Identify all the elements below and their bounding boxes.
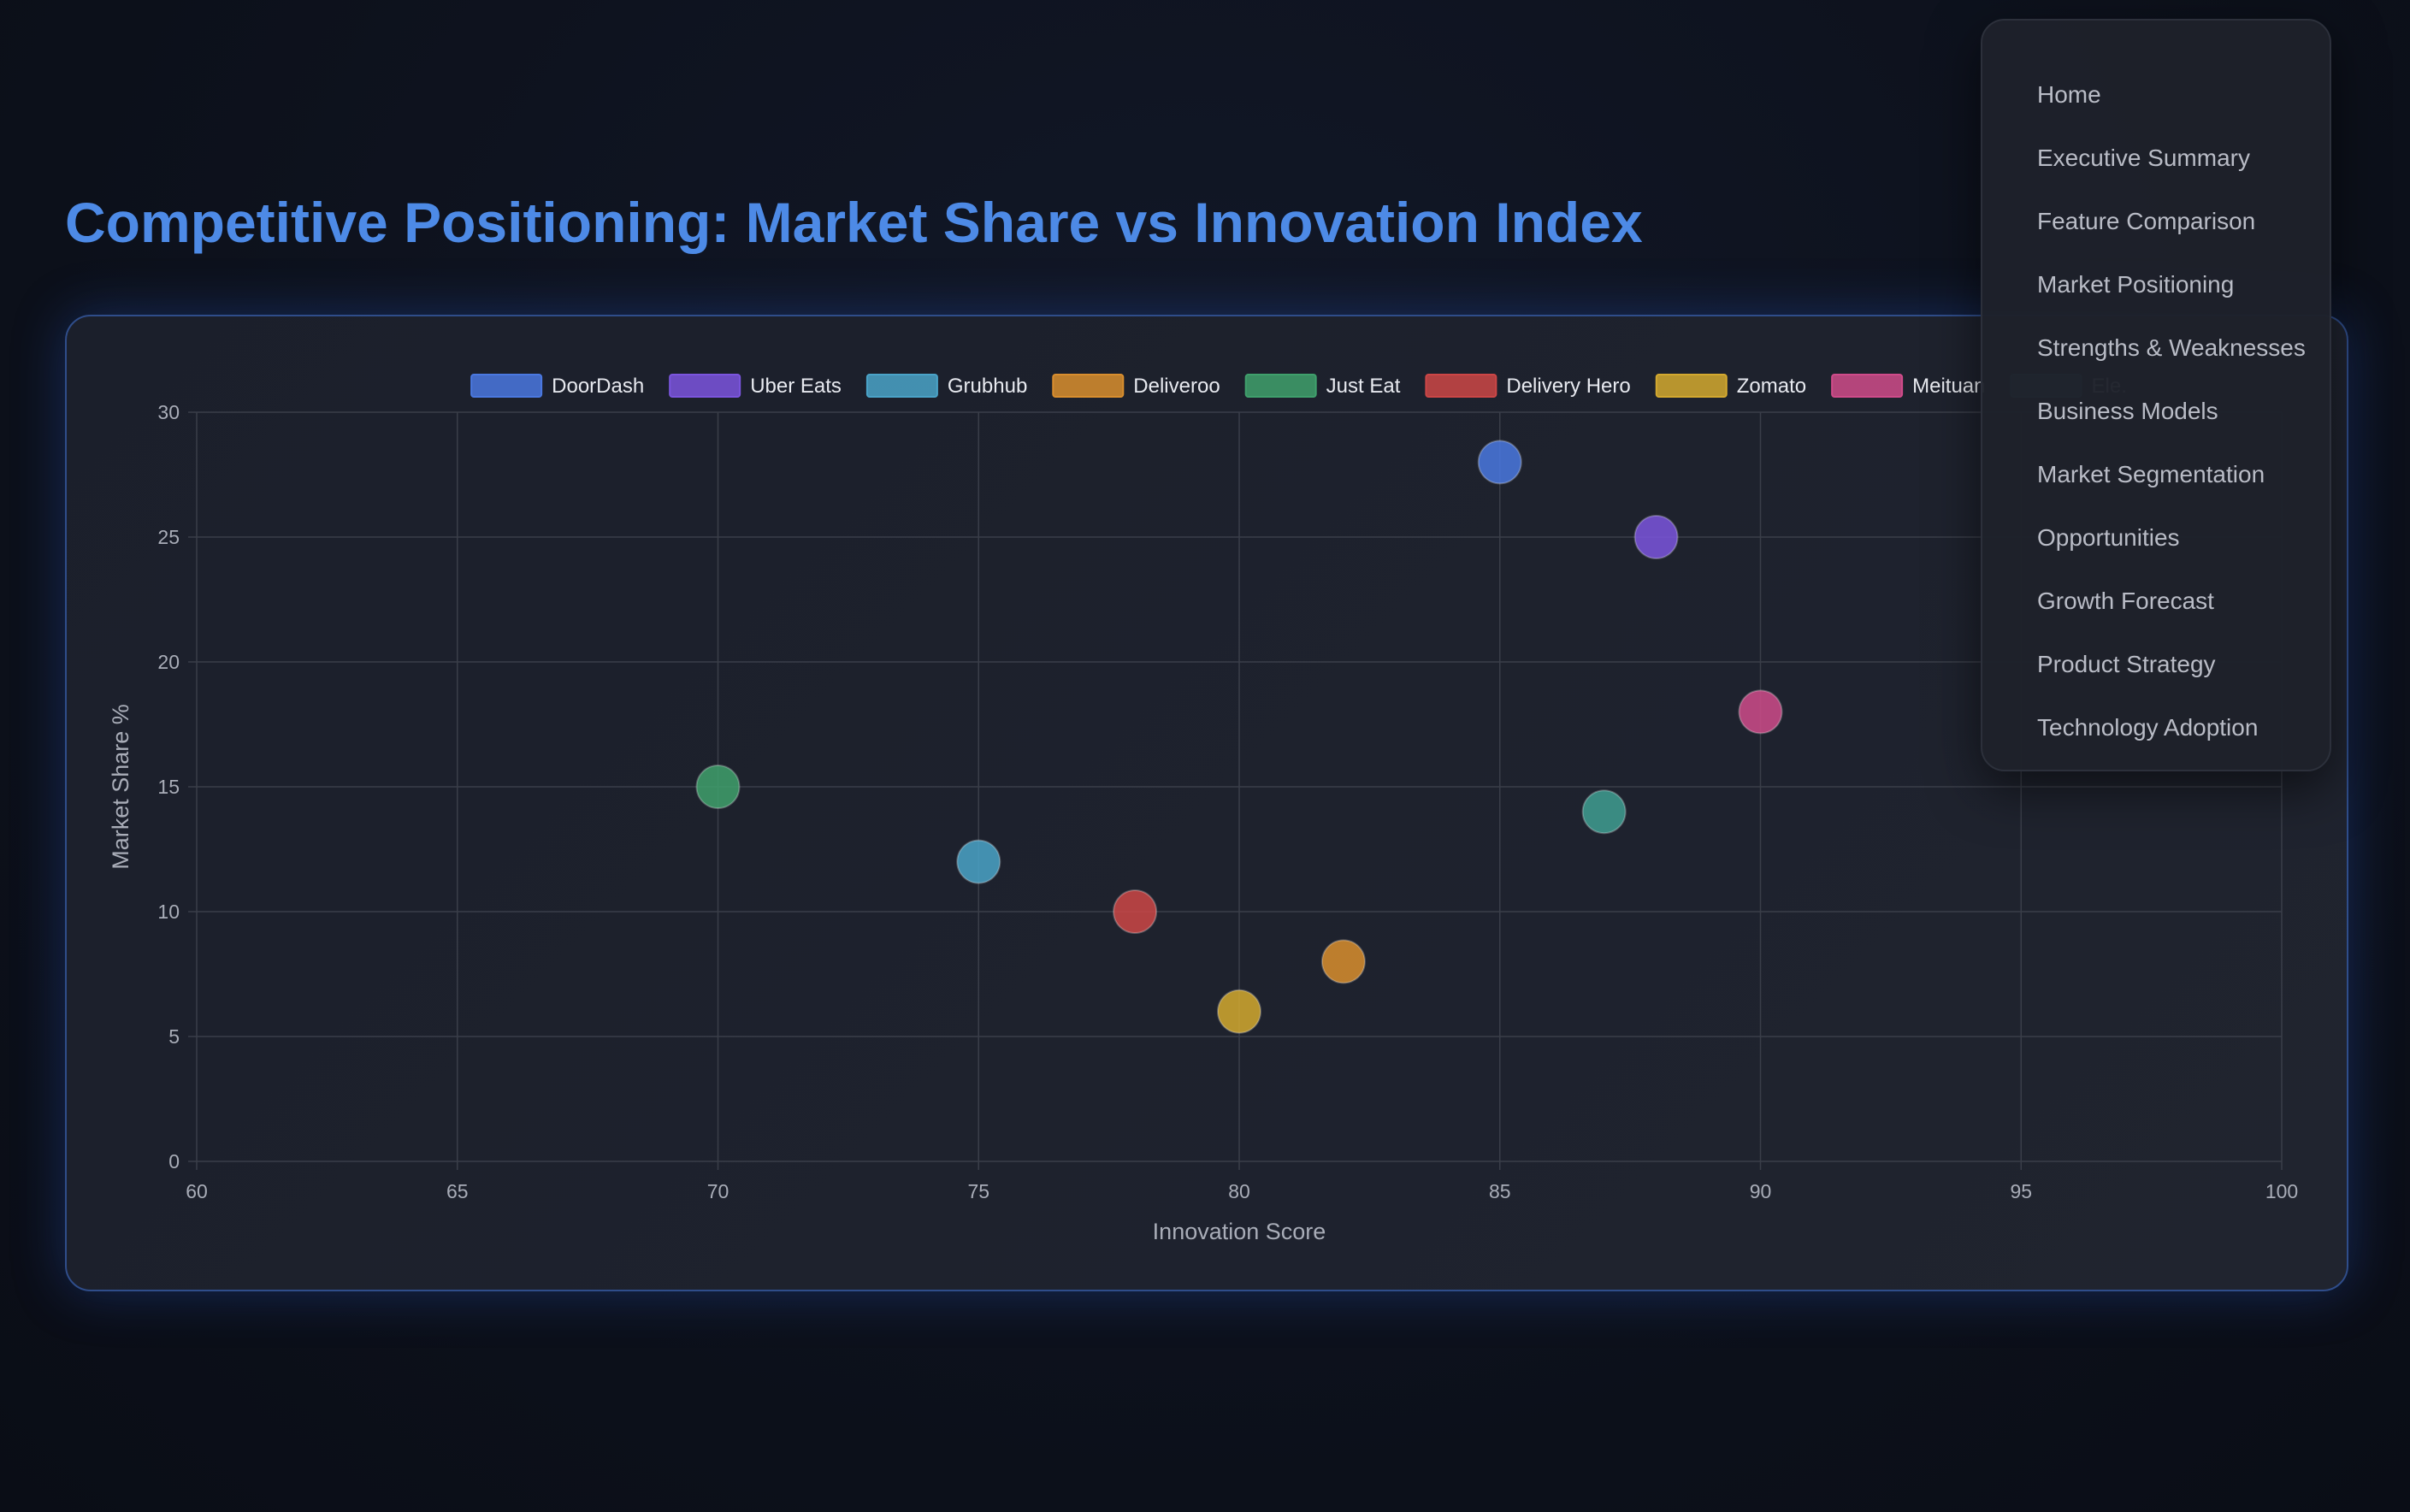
y-axis-title: Market Share % — [108, 704, 133, 870]
nav-item-opportunities[interactable]: Opportunities — [2037, 524, 2180, 551]
data-point[interactable] — [1217, 989, 1261, 1034]
data-point[interactable] — [956, 839, 1001, 884]
x-tick-label: 85 — [1489, 1180, 1511, 1202]
data-point[interactable] — [1113, 889, 1158, 934]
nav-item-product-strategy[interactable]: Product Strategy — [2037, 651, 2216, 677]
legend-label[interactable]: Grubhub — [948, 375, 1027, 398]
legend-swatch[interactable] — [1244, 374, 1317, 398]
legend-swatch[interactable] — [1831, 374, 1904, 398]
x-tick-label: 90 — [1750, 1180, 1772, 1202]
x-tick-label: 65 — [446, 1180, 469, 1202]
page-title: Competitive Positioning: Market Share vs… — [65, 191, 1643, 254]
data-point[interactable] — [1581, 789, 1627, 835]
legend-swatch[interactable] — [470, 374, 543, 398]
y-tick-label: 10 — [157, 901, 180, 923]
nav-item-feature-comparison[interactable]: Feature Comparison — [2037, 208, 2256, 234]
chart-card: 60 65 70 75 80 85 90 95 100 0 5 10 15 20 25 30 Innovatio… — [65, 315, 2348, 1291]
nav-item-growth-forecast[interactable]: Growth Forecast — [2037, 588, 2214, 614]
x-tick-label: 95 — [2010, 1180, 2032, 1202]
x-tick-label: 70 — [707, 1180, 729, 1202]
legend-label[interactable]: Uber Eats — [750, 375, 842, 398]
legend-swatch[interactable] — [1655, 374, 1728, 398]
data-point[interactable] — [1633, 515, 1679, 559]
x-tick-label: 80 — [1228, 1180, 1250, 1202]
nav-item-business-models[interactable]: Business Models — [2037, 398, 2218, 424]
legend-label[interactable]: Delivery Hero — [1506, 375, 1630, 398]
data-point[interactable] — [1738, 689, 1783, 735]
legend-swatch[interactable] — [865, 374, 938, 398]
data-point[interactable] — [1320, 939, 1366, 984]
y-tick-label: 0 — [168, 1150, 180, 1172]
legend-label[interactable]: Zomato — [1737, 375, 1806, 398]
nav-menu: Home Executive Summary Feature Compariso… — [1981, 19, 2331, 771]
legend-label[interactable]: DoorDash — [552, 375, 644, 398]
y-tick-label: 25 — [157, 526, 180, 548]
x-tick-label: 60 — [186, 1180, 208, 1202]
nav-item-executive-summary[interactable]: Executive Summary — [2037, 145, 2250, 171]
legend-swatch[interactable] — [1425, 374, 1497, 398]
y-tick-label: 30 — [157, 401, 180, 423]
x-axis-title: Innovation Score — [1153, 1219, 1326, 1244]
nav-item-technology-adoption[interactable]: Technology Adoption — [2037, 714, 2259, 741]
data-point[interactable] — [1477, 440, 1522, 485]
legend-label[interactable]: Deliveroo — [1133, 375, 1220, 398]
y-tick-label: 15 — [157, 776, 180, 798]
nav-item-market-positioning[interactable]: Market Positioning — [2037, 271, 2235, 298]
y-tick-label: 20 — [157, 651, 180, 673]
legend-label[interactable]: Just Eat — [1326, 375, 1401, 398]
x-tick-label: 100 — [2265, 1180, 2298, 1202]
nav-item-strengths-weaknesses[interactable]: Strengths & Weaknesses — [2037, 334, 2306, 361]
legend-swatch[interactable] — [1052, 374, 1125, 398]
legend-label[interactable]: Meituan — [1912, 375, 1985, 398]
data-point[interactable] — [695, 765, 741, 809]
x-tick-label: 75 — [967, 1180, 989, 1202]
nav-item-market-segmentation[interactable]: Market Segmentation — [2037, 461, 2265, 487]
y-tick-label: 5 — [168, 1025, 180, 1048]
legend-swatch[interactable] — [669, 374, 741, 398]
nav-item-home[interactable]: Home — [2037, 81, 2101, 108]
